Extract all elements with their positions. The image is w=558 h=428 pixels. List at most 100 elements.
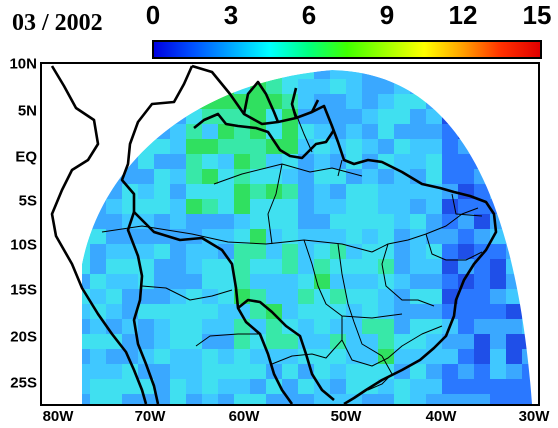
grid-cell (474, 289, 491, 305)
grid-cell (410, 109, 427, 125)
grid-cell (298, 79, 315, 95)
grid-cell (330, 214, 347, 230)
grid-cell (394, 199, 411, 215)
grid-cell (138, 394, 155, 404)
grid-cell (250, 229, 267, 245)
grid-cell (330, 244, 347, 260)
grid-cell (186, 289, 203, 305)
grid-cell (234, 229, 251, 245)
grid-cell (90, 364, 107, 380)
grid-cell (250, 244, 267, 260)
grid-cell (314, 334, 331, 350)
grid-cell (202, 184, 219, 200)
grid-cell (282, 214, 299, 230)
grid-cell (410, 184, 427, 200)
lon-label-70w: 70W (134, 408, 166, 425)
grid-cell (298, 199, 315, 215)
grid-cell (394, 109, 411, 125)
grid-cell (266, 274, 283, 290)
grid-cell (362, 154, 379, 170)
grid-cell (106, 274, 123, 290)
grid-cell (378, 274, 395, 290)
grid-cell (394, 139, 411, 155)
grid-cell (346, 184, 363, 200)
grid-cell (442, 139, 459, 155)
grid-cell (362, 94, 379, 110)
grid-cell (474, 334, 491, 350)
grid-cell (90, 259, 107, 275)
grid-cell (474, 349, 491, 365)
grid-cell (490, 319, 507, 335)
grid-cell (122, 259, 139, 275)
grid-cell (282, 379, 299, 395)
grid-cell (202, 274, 219, 290)
grid-cell (410, 289, 427, 305)
grid-cell (82, 364, 91, 380)
grid-cell (202, 304, 219, 320)
grid-cell (250, 394, 267, 404)
grid-cell (106, 199, 123, 215)
grid-cell (218, 379, 235, 395)
grid-cell (362, 319, 379, 335)
grid-cell (250, 184, 267, 200)
grid-cell (250, 364, 267, 380)
colorbar-tick-6: 6 (301, 0, 317, 30)
grid-cell (298, 319, 315, 335)
grid-cell (330, 109, 347, 125)
grid-cell (346, 109, 363, 125)
grid-cell (266, 214, 283, 230)
grid-cell (346, 199, 363, 215)
grid-cell (90, 394, 107, 404)
grid-cell (458, 319, 475, 335)
grid-cell (378, 109, 395, 125)
lat-label-10s: 10S (10, 236, 37, 254)
grid-cell (122, 169, 139, 185)
grid-cell (506, 319, 523, 335)
lon-label-50w: 50W (330, 408, 362, 425)
grid-cell (394, 214, 411, 230)
grid-cell (106, 379, 123, 395)
state-border-1 (213, 163, 363, 185)
grid-cell (170, 139, 187, 155)
grid-cell (522, 394, 532, 404)
grid-cell (426, 364, 443, 380)
atlantic-coastline (191, 64, 498, 404)
grid-cell (250, 154, 267, 170)
grid-cell (346, 139, 363, 155)
grid-cell (122, 379, 139, 395)
grid-cell (522, 349, 532, 365)
grid-cell (234, 319, 251, 335)
grid-cell (298, 274, 315, 290)
grid-cell (442, 349, 459, 365)
grid-cell (234, 184, 251, 200)
grid-cell (282, 124, 299, 140)
grid-cell (426, 379, 443, 395)
grid-cell (442, 289, 459, 305)
grid-cell (170, 379, 187, 395)
grid-cell (442, 259, 459, 275)
grid-cell (394, 154, 411, 170)
grid-cell (82, 274, 91, 290)
grid-cell (202, 139, 219, 155)
grid-cell (314, 244, 331, 260)
grid-cell (186, 259, 203, 275)
grid-cell (106, 349, 123, 365)
grid-cell (138, 244, 155, 260)
grid-cell (282, 274, 299, 290)
grid-cell (250, 304, 267, 320)
grid-cell (170, 259, 187, 275)
grid-cell (298, 169, 315, 185)
grid-cell (442, 274, 459, 290)
grid-cell (346, 289, 363, 305)
grid-cell (362, 394, 379, 404)
grid-cell (458, 364, 475, 380)
grid-cell (458, 214, 475, 230)
grid-cell (426, 394, 443, 404)
grid-cell (234, 394, 251, 404)
lat-label-25s: 25S (10, 374, 37, 392)
grid-cell (250, 139, 267, 155)
grid-cell (186, 274, 203, 290)
grid-cell (170, 319, 187, 335)
grid-cell (394, 244, 411, 260)
grid-cell (138, 319, 155, 335)
